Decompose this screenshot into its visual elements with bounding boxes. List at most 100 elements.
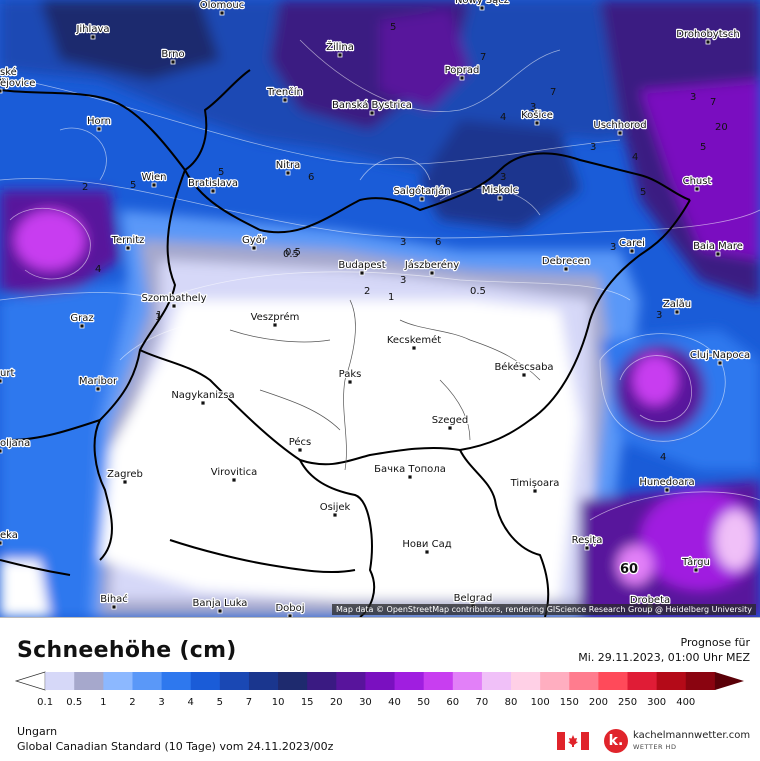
colorbar-tick-label: 4 xyxy=(187,697,194,708)
contour-label: 0.5 xyxy=(470,286,486,297)
city-label: Hunedoara xyxy=(639,477,694,488)
city-32: Kecskemét xyxy=(386,333,442,351)
city-dot xyxy=(200,400,206,406)
colorbar-tick-label: 15 xyxy=(300,697,314,708)
contour-label: 5 xyxy=(130,180,136,191)
forecast-label: Prognose für xyxy=(680,636,751,649)
city-label: oljana xyxy=(0,438,30,449)
city-dot xyxy=(424,549,430,555)
city-dot xyxy=(217,608,223,614)
city-46: Hunedoara xyxy=(638,476,696,493)
city-label: Békéscsaba xyxy=(494,361,553,373)
city-label: Kecskemét xyxy=(387,334,441,346)
city-dot xyxy=(96,126,102,132)
city-label: Nowy Sącz xyxy=(455,0,509,6)
city-47: Osijek xyxy=(319,501,352,518)
city-markers: Olomouc Nowy Sącz Jihlava Drohobytsch Brno Ži… xyxy=(0,0,751,617)
contour-label: 7 xyxy=(480,52,486,63)
colorbar-swatch xyxy=(365,672,396,690)
city-26: Jászberény xyxy=(403,258,460,276)
city-dot xyxy=(629,248,635,254)
city-label: Nagykanizsa xyxy=(171,390,234,401)
city-dot xyxy=(419,196,425,202)
city-5: Brno xyxy=(160,48,186,65)
city-11: Banská Bystrica xyxy=(331,98,413,116)
city-41: Pécs xyxy=(288,435,312,453)
city-label: Pécs xyxy=(289,436,312,448)
forecast-date: Mi. 29.11.2023, 01:00 Uhr MEZ xyxy=(578,651,750,664)
canada-flag-icon xyxy=(557,732,589,750)
city-label: Miskolc xyxy=(482,185,518,196)
city-label: Szombathely xyxy=(141,293,206,304)
city-27: Debrecen xyxy=(541,255,591,272)
city-dot xyxy=(584,545,590,551)
legend-footer: Schneehöhe (cm) Prognose für Mi. 29.11.2… xyxy=(0,617,760,761)
city-33: Cluj-Napoca xyxy=(689,349,751,366)
city-dot xyxy=(359,270,365,276)
contour-label: 5 xyxy=(700,142,706,153)
city-label: Drohobytsch xyxy=(676,29,739,40)
city-dot xyxy=(219,10,225,16)
city-dot xyxy=(447,425,453,431)
city-label: Belgrad xyxy=(454,593,493,604)
city-24: Baia Mare xyxy=(692,240,744,257)
city-label: Nitra xyxy=(276,160,300,171)
city-dot xyxy=(0,77,3,83)
city-40: oljana xyxy=(0,437,31,454)
city-dot xyxy=(429,270,435,276)
contour-label: 4 xyxy=(660,452,666,463)
kachelmann-logo-icon: k. xyxy=(604,729,628,753)
city-37: Maribor xyxy=(78,375,119,392)
city-dot xyxy=(231,477,237,483)
city-label: ějovice xyxy=(0,77,35,89)
colorbar-ticks: 0.1 0.5 1 2 3 4 5 7 10 15 20 30 40 50 60 70 80 100 150 200 2… xyxy=(0,697,760,711)
contour-label: 6 xyxy=(435,237,441,248)
city-38: Nagykanizsa xyxy=(170,389,236,406)
colorbar-tick-label: 300 xyxy=(647,697,667,708)
city-44: Virovitica xyxy=(210,466,258,483)
contour-label: 5 xyxy=(218,167,224,178)
city-label: Košice xyxy=(521,109,553,121)
city-label: Ternitz xyxy=(111,235,145,246)
city-dot xyxy=(717,360,723,366)
colorbar-tick-label: 60 xyxy=(446,697,460,708)
colorbar-tick-label: 10 xyxy=(271,697,285,708)
city-dot xyxy=(479,5,485,11)
city-label: Győr xyxy=(242,234,267,246)
city-43: Zagreb xyxy=(106,468,144,485)
city-dot xyxy=(251,245,257,251)
contour-label: 20 xyxy=(715,122,728,133)
city-label: Târgu xyxy=(681,556,710,568)
city-label: Banja Luka xyxy=(193,598,248,609)
colorbar-swatch xyxy=(452,672,483,690)
city-19: Miskolc xyxy=(481,184,519,201)
contour-label: 4 xyxy=(500,112,506,123)
contour-label: 2 xyxy=(364,286,370,297)
colorbar-arrow-high xyxy=(714,672,744,690)
city-dot xyxy=(171,303,177,309)
city-1: Olomouc xyxy=(199,0,245,16)
city-label: Zagreb xyxy=(107,469,143,480)
city-label: Salgótarján xyxy=(393,185,450,197)
city-dot xyxy=(0,378,3,384)
contour-label: 1 xyxy=(388,292,394,303)
snow-field xyxy=(0,0,760,617)
colorbar-swatch xyxy=(423,672,454,690)
contour-label: 1 xyxy=(156,310,162,321)
city-dot xyxy=(532,488,538,494)
contour-label: 3 xyxy=(500,172,506,183)
brand-name: kachelmannwetter.com xyxy=(633,730,751,741)
city-dot xyxy=(272,322,278,328)
city-12: Košice xyxy=(520,108,554,126)
colorbar-swatch xyxy=(569,672,599,690)
city-dot xyxy=(170,59,176,65)
colorbar-tick-label: 0.5 xyxy=(66,697,83,708)
contour-label: 3 xyxy=(530,102,536,113)
city-36: Békéscsaba xyxy=(493,360,555,378)
city-54: Banja Luka xyxy=(191,597,249,614)
city-label: Bihać xyxy=(100,593,128,605)
city-label: Virovitica xyxy=(211,467,257,478)
city-label: Zalău xyxy=(663,299,691,310)
city-dot xyxy=(693,567,699,573)
city-51: Târgu xyxy=(680,555,711,573)
